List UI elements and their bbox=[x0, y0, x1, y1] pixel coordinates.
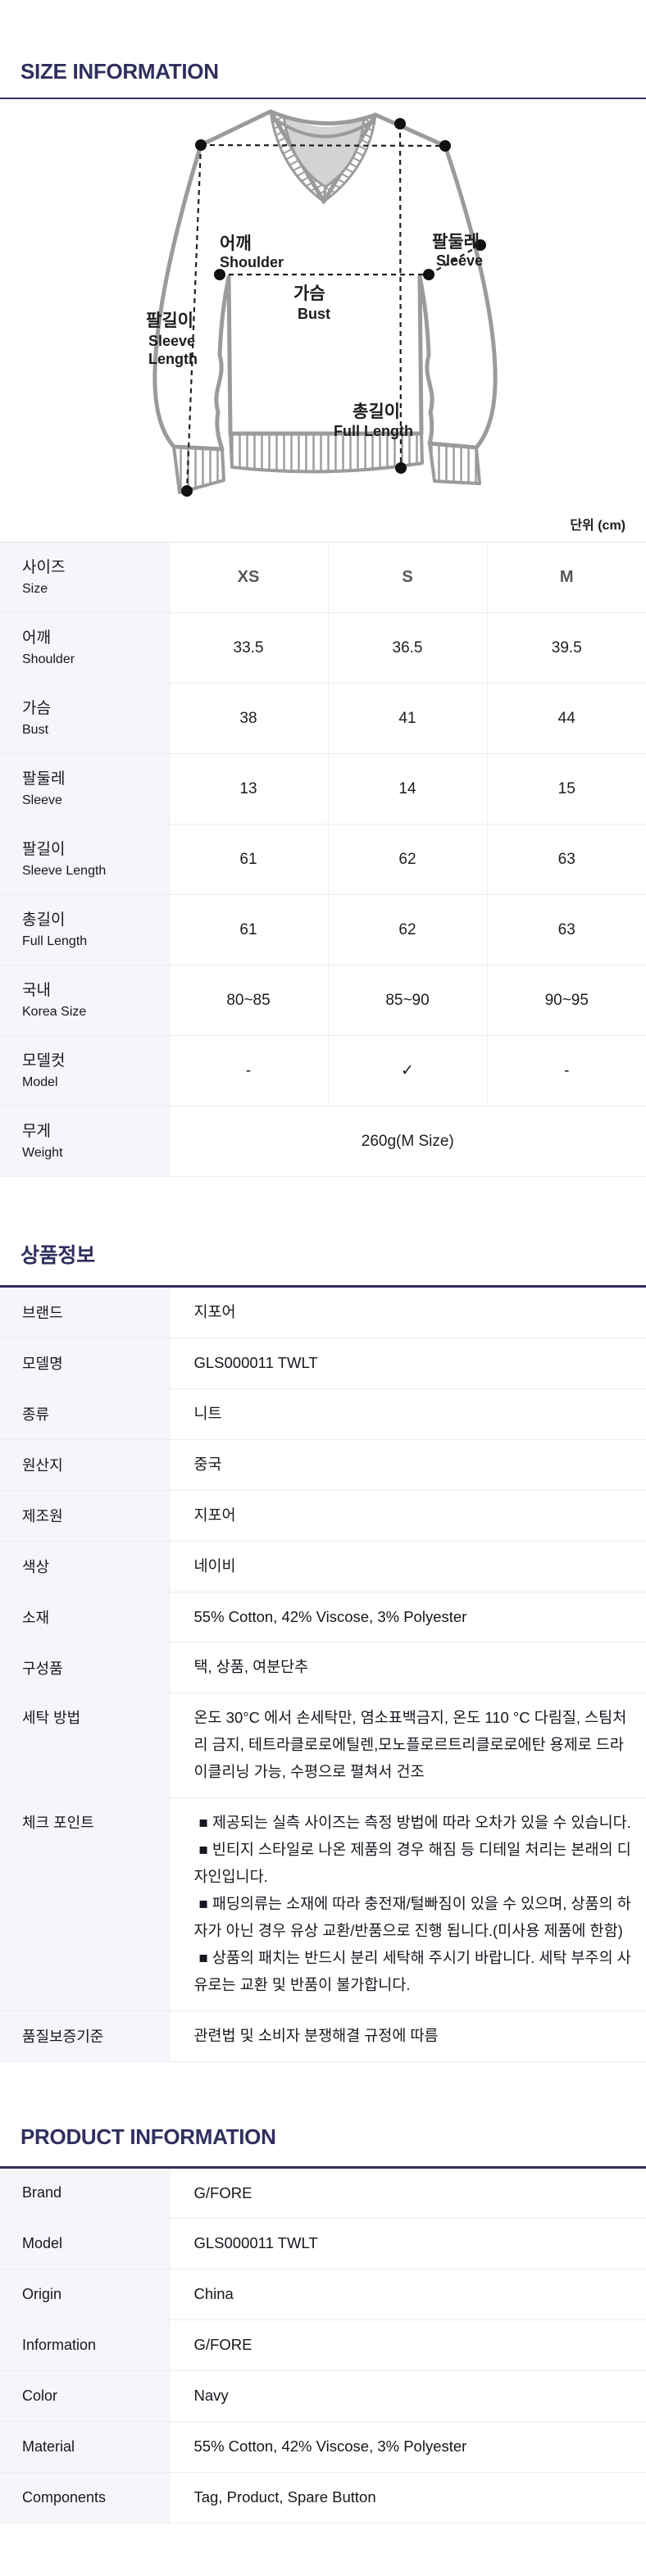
info-row-type-kr: 종류 니트 bbox=[0, 1388, 646, 1440]
size-section-header: SIZE INFORMATION bbox=[0, 0, 646, 99]
info-row-brand-kr: 브랜드 지포어 bbox=[0, 1286, 646, 1338]
measurement-dots bbox=[181, 118, 486, 497]
sweater-measurement-diagram: 어깨 Shoulder 팔둘레 Sleeve 가슴 Bust 팔길이 Sleev… bbox=[146, 109, 498, 497]
info-row-brand-en: Brand G/FORE bbox=[0, 2167, 646, 2219]
bust-label-en: Bust bbox=[298, 306, 330, 322]
product-info-kr-section: 상품정보 브랜드 지포어 모델명 GLS000011 TWLT 종류 니트 원산지 중국… bbox=[0, 1177, 646, 2062]
info-row-components-kr: 구성품 택, 상품, 여분단추 bbox=[0, 1642, 646, 1694]
info-row-origin-en: Origin China bbox=[0, 2269, 646, 2321]
model-checkmark: ✓ bbox=[327, 1035, 487, 1106]
full-length-measure-line bbox=[398, 123, 403, 469]
hem-rib-band bbox=[229, 432, 424, 474]
size-table-header-row: 사이즈 Size XS S M bbox=[0, 542, 646, 613]
info-row-material-kr: 소재 55% Cotton, 42% Viscose, 3% Polyester bbox=[0, 1592, 646, 1643]
info-row-warranty: 품질보증기준 관련법 및 소비자 분쟁해결 규정에 따름 bbox=[0, 2010, 646, 2062]
info-row-information-en: Information G/FORE bbox=[0, 2319, 646, 2372]
info-row-model-kr: 모델명 GLS000011 TWLT bbox=[0, 1338, 646, 1389]
info-row-check-points: 체크 포인트 ■ 제공되는 실측 사이즈는 측정 방법에 따라 오차가 있을 수… bbox=[0, 1797, 646, 2011]
size-header-label: 사이즈 Size bbox=[0, 542, 170, 613]
full-length-label-ko: 총길이 bbox=[353, 402, 400, 421]
collar-top-edge bbox=[268, 109, 378, 125]
product-info-kr-table: 브랜드 지포어 모델명 GLS000011 TWLT 종류 니트 원산지 중국 제조원 지… bbox=[0, 1285, 646, 2062]
sleeve-label-ko: 팔둘레 bbox=[432, 233, 480, 252]
check-points-text: ■ 제공되는 실측 사이즈는 측정 방법에 따라 오차가 있을 수 있습니다. … bbox=[169, 1797, 646, 2011]
sleeve-label-en: Sleeve bbox=[436, 252, 483, 269]
size-row-bust: 가슴 Bust 38 41 44 bbox=[0, 683, 646, 754]
right-cuff-rib bbox=[428, 442, 481, 485]
size-section-title: SIZE INFORMATION bbox=[20, 59, 219, 84]
info-row-origin-kr: 원산지 중국 bbox=[0, 1439, 646, 1491]
size-row-shoulder: 어깨 Shoulder 33.5 36.5 39.5 bbox=[0, 612, 646, 684]
size-row-sleeve-length: 팔길이 Sleeve Length 61 62 63 bbox=[0, 824, 646, 895]
info-row-wash-method: 세탁 방법 온도 30°C 에서 손세탁만, 염소표백금지, 온도 110 °C… bbox=[0, 1692, 646, 1799]
measurement-lines bbox=[185, 123, 481, 492]
weight-value: 260g(M Size) bbox=[168, 1106, 646, 1177]
product-info-kr-title: 상품정보 bbox=[20, 1244, 95, 1267]
info-row-material-en: Material 55% Cotton, 42% Viscose, 3% Poly… bbox=[0, 2421, 646, 2474]
left-cuff-rib bbox=[172, 445, 225, 494]
collar-band-right bbox=[322, 112, 377, 205]
collar-back-seam bbox=[275, 119, 372, 139]
sleeve-length-label-ko: 팔길이 bbox=[146, 311, 193, 330]
size-col-s: S bbox=[327, 542, 487, 613]
check-point-4: ■ 상품의 패치는 반드시 분리 세탁해 주시기 바랍니다. 세탁 부주의 사유… bbox=[193, 1948, 631, 1993]
shoulder-measure-line bbox=[200, 143, 446, 148]
sleeve-length-label-en2: Length bbox=[148, 351, 198, 367]
product-info-en-title: PRODUCT INFORMATION bbox=[20, 2124, 276, 2149]
shoulder-label-en: Shoulder bbox=[220, 254, 284, 270]
size-table: 사이즈 Size XS S M 어깨 Shoulder 33.5 36.5 39.… bbox=[0, 542, 646, 1177]
info-row-model-en: Model GLS000011 TWLT bbox=[0, 2218, 646, 2270]
info-row-color-kr: 색상 네이비 bbox=[0, 1541, 646, 1592]
check-point-3: ■ 패딩의류는 소재에 따라 충전재/털빠짐이 있을 수 있으며, 상품의 하자… bbox=[193, 1894, 631, 1939]
sweater-body-outline bbox=[152, 109, 498, 452]
size-col-m: M bbox=[486, 542, 646, 613]
product-info-en-table: Brand G/FORE Model GLS000011 TWLT Origin Ch… bbox=[0, 2165, 646, 2524]
product-info-kr-header: 상품정보 bbox=[0, 1177, 646, 1285]
info-row-components-en: Components Tag, Product, Spare Button bbox=[0, 2472, 646, 2524]
full-length-label-en: Full Length bbox=[334, 423, 413, 439]
check-point-1: ■ 제공되는 실측 사이즈는 측정 방법에 따라 오차가 있을 수 있습니다. bbox=[198, 1814, 631, 1832]
product-info-en-header: PRODUCT INFORMATION bbox=[0, 2062, 646, 2166]
size-row-model-cut: 모델컷 Model - ✓ - bbox=[0, 1035, 646, 1106]
size-col-xs: XS bbox=[168, 542, 328, 613]
size-row-weight: 무게 Weight 260g(M Size) bbox=[0, 1106, 646, 1177]
size-row-full-length: 총길이 Full Length 61 62 63 bbox=[0, 894, 646, 965]
sleeve-circumference-measure-line bbox=[428, 244, 481, 275]
size-row-korea-size: 국내 Korea Size 80~85 85~90 90~95 bbox=[0, 965, 646, 1036]
info-row-manufacturer-kr: 제조원 지포어 bbox=[0, 1490, 646, 1542]
bust-label-ko: 가슴 bbox=[293, 284, 325, 303]
bottom-spacer bbox=[0, 2524, 646, 2576]
sleeve-length-label-en1: Sleeve bbox=[148, 333, 195, 349]
sleeve-length-measure-line bbox=[185, 144, 202, 492]
unit-label: 단위 (cm) bbox=[570, 519, 626, 533]
info-row-color-en: Color Navy bbox=[0, 2370, 646, 2423]
size-information-section: SIZE INFORMATION bbox=[0, 0, 646, 1177]
check-point-2: ■ 빈티지 스타일로 나온 제품의 경우 해짐 등 디테일 처리는 본래의 디자… bbox=[193, 1841, 631, 1885]
size-row-sleeve: 팔둘레 Sleeve 13 14 15 bbox=[0, 753, 646, 825]
product-info-en-section: PRODUCT INFORMATION Brand G/FORE Model GLS… bbox=[0, 2062, 646, 2576]
shoulder-label-ko: 어깨 bbox=[220, 234, 252, 253]
